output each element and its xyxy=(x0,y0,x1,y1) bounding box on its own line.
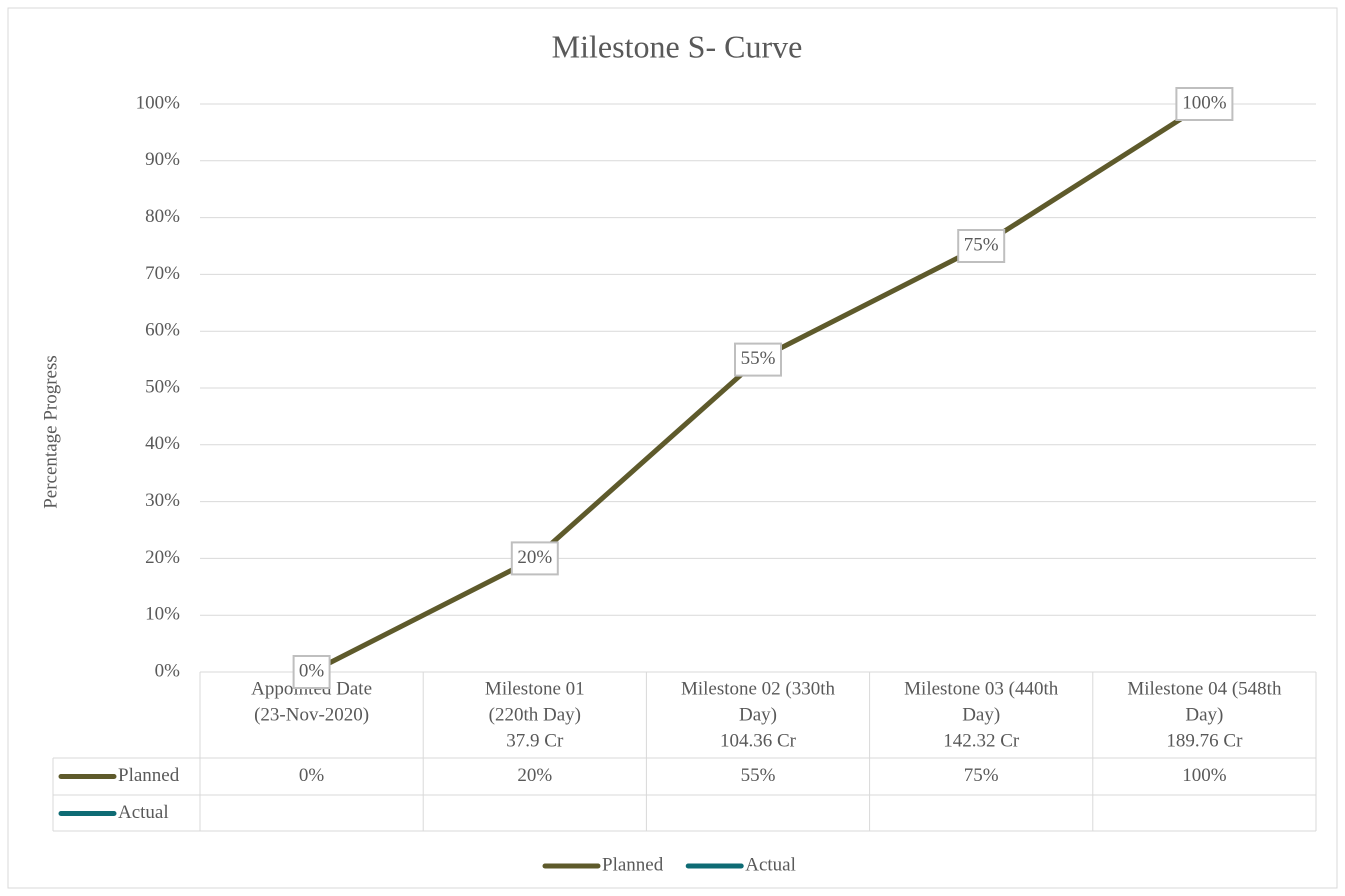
data-label: 20% xyxy=(517,547,552,568)
y-axis-title: Percentage Progress xyxy=(40,355,61,509)
data-label-box xyxy=(957,229,1006,263)
x-tick-label: (23-Nov-2020) xyxy=(254,704,369,725)
x-tick-label: 142.32 Cr xyxy=(943,730,1020,751)
table-series-name: Planned xyxy=(118,765,180,786)
x-tick-label: Day) xyxy=(739,704,777,725)
data-label-box xyxy=(1175,87,1234,121)
y-tick-label: 70% xyxy=(145,263,180,284)
legend-label: Actual xyxy=(745,854,796,875)
x-tick-label: Milestone 02 (330th xyxy=(681,678,836,699)
y-tick-label: 0% xyxy=(155,660,181,681)
y-tick-label: 80% xyxy=(145,206,180,227)
table-series-name: Actual xyxy=(118,802,169,823)
chart-border xyxy=(7,7,1338,889)
y-tick-label: 60% xyxy=(145,320,180,341)
x-tick-label: 104.36 Cr xyxy=(720,730,797,751)
data-label: 75% xyxy=(964,234,999,255)
x-tick-label: (220th Day) xyxy=(489,704,581,725)
table-cell: 75% xyxy=(964,765,999,786)
table-cell: 0% xyxy=(299,765,325,786)
y-tick-label: 90% xyxy=(145,149,180,170)
x-tick-label: Day) xyxy=(962,704,1000,725)
x-tick-label: 189.76 Cr xyxy=(1166,730,1243,751)
y-tick-label: 30% xyxy=(145,490,180,511)
y-tick-label: 100% xyxy=(136,92,181,113)
data-label-box xyxy=(734,342,782,377)
y-tick-label: 10% xyxy=(145,604,180,625)
chart-title: Milestone S- Curve xyxy=(552,28,803,64)
legend-label: Planned xyxy=(602,854,664,875)
y-tick-label: 40% xyxy=(145,433,180,454)
y-tick-label: 20% xyxy=(145,547,180,568)
data-label: 100% xyxy=(1182,92,1227,113)
data-label: 55% xyxy=(741,348,776,369)
data-label: 0% xyxy=(299,660,325,681)
x-tick-label: 37.9 Cr xyxy=(506,730,564,751)
x-tick-label: Milestone 03 (440th xyxy=(904,678,1059,699)
table-cell: 100% xyxy=(1182,765,1227,786)
x-tick-label: Day) xyxy=(1185,704,1223,725)
data-label-box xyxy=(510,541,559,576)
table-cell: 55% xyxy=(741,765,776,786)
table-cell: 20% xyxy=(517,765,552,786)
data-label-box xyxy=(292,655,331,689)
x-tick-label: Milestone 01 xyxy=(485,678,585,699)
y-tick-label: 50% xyxy=(145,376,180,397)
x-tick-label: Milestone 04 (548th xyxy=(1127,678,1282,699)
